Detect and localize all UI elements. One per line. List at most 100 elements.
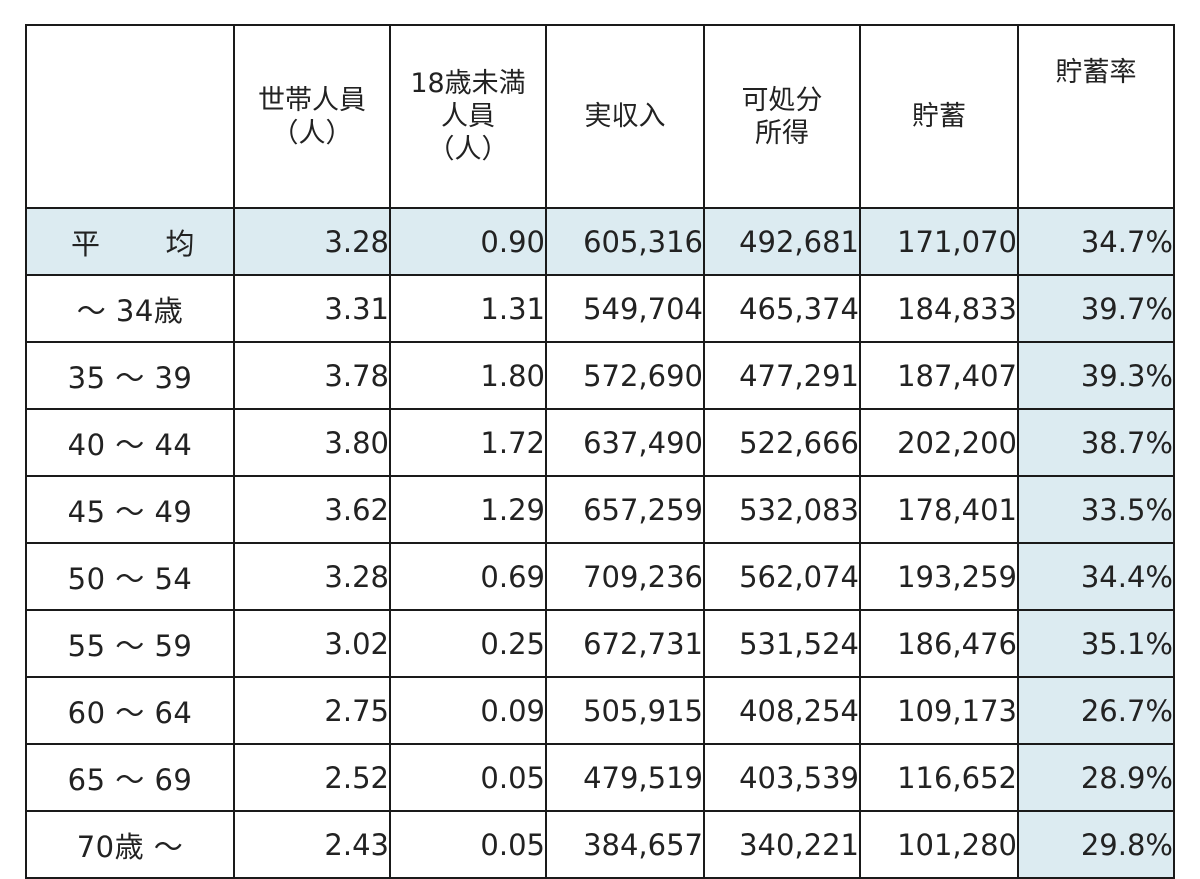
cell-under18: 0.90 xyxy=(389,207,547,276)
header-disposable-income: 可処分 所得 xyxy=(703,24,861,209)
cell-under18: 1.31 xyxy=(389,274,547,343)
cell-actual-income: 709,236 xyxy=(545,542,705,611)
row-label: ～ 34歳 xyxy=(25,274,235,343)
cell-savings: 193,259 xyxy=(859,542,1019,611)
cell-under18: 0.05 xyxy=(389,743,547,812)
cell-actual-income: 637,490 xyxy=(545,408,705,477)
cell-disposable-income: 492,681 xyxy=(703,207,861,276)
cell-actual-income: 384,657 xyxy=(545,810,705,879)
cell-savings-rate: 38.7% xyxy=(1017,408,1175,477)
cell-disposable-income: 477,291 xyxy=(703,341,861,410)
cell-disposable-income: 340,221 xyxy=(703,810,861,879)
header-line: 世帯人員 xyxy=(258,84,366,116)
header-line: 実収入 xyxy=(584,101,666,132)
cell-savings-rate: 33.5% xyxy=(1017,475,1175,544)
cell-disposable-income: 562,074 xyxy=(703,542,861,611)
row-label: 70歳 ～ xyxy=(25,810,235,879)
header-savings-rate: 貯蓄率 xyxy=(1017,24,1175,209)
cell-household-members: 3.28 xyxy=(233,207,391,276)
cell-actual-income: 549,704 xyxy=(545,274,705,343)
household-savings-table: 世帯人員 （人） 18歳未満 人員 （人） 実収入 可処分 所得 貯蓄 貯蓄率 xyxy=(25,24,1175,879)
cell-household-members: 3.62 xyxy=(233,475,391,544)
cell-under18: 0.25 xyxy=(389,609,547,678)
cell-savings-rate: 26.7% xyxy=(1017,676,1175,745)
cell-household-members: 3.28 xyxy=(233,542,391,611)
header-actual-income: 実収入 xyxy=(545,24,705,209)
cell-disposable-income: 532,083 xyxy=(703,475,861,544)
cell-savings-rate: 29.8% xyxy=(1017,810,1175,879)
cell-disposable-income: 465,374 xyxy=(703,274,861,343)
header-line: （人） xyxy=(271,117,353,149)
cell-savings: 116,652 xyxy=(859,743,1019,812)
table-row: 70歳 ～ 2.43 0.05 384,657 340,221 101,280 … xyxy=(25,810,1175,879)
header-line: 貯蓄 xyxy=(912,101,966,132)
cell-savings: 202,200 xyxy=(859,408,1019,477)
header-line: 18歳未満 xyxy=(410,68,526,99)
header-line: 可処分 xyxy=(741,84,823,116)
cell-savings: 109,173 xyxy=(859,676,1019,745)
cell-under18: 0.69 xyxy=(389,542,547,611)
cell-under18: 1.72 xyxy=(389,408,547,477)
cell-savings: 184,833 xyxy=(859,274,1019,343)
table-row: 35 ～ 39 3.78 1.80 572,690 477,291 187,40… xyxy=(25,341,1175,410)
table-row-average: 平 均 3.28 0.90 605,316 492,681 171,070 34… xyxy=(25,207,1175,276)
cell-under18: 0.05 xyxy=(389,810,547,879)
cell-household-members: 2.43 xyxy=(233,810,391,879)
cell-savings-rate: 39.7% xyxy=(1017,274,1175,343)
cell-under18: 1.80 xyxy=(389,341,547,410)
row-label: 35 ～ 39 xyxy=(25,341,235,410)
header-savings: 貯蓄 xyxy=(859,24,1019,209)
cell-actual-income: 505,915 xyxy=(545,676,705,745)
table-row: 40 ～ 44 3.80 1.72 637,490 522,666 202,20… xyxy=(25,408,1175,477)
row-label: 65 ～ 69 xyxy=(25,743,235,812)
header-line: 人員 xyxy=(441,101,495,132)
cell-actual-income: 479,519 xyxy=(545,743,705,812)
table-row: 50 ～ 54 3.28 0.69 709,236 562,074 193,25… xyxy=(25,542,1175,611)
cell-savings-rate: 34.7% xyxy=(1017,207,1175,276)
cell-disposable-income: 408,254 xyxy=(703,676,861,745)
cell-savings: 171,070 xyxy=(859,207,1019,276)
cell-savings: 101,280 xyxy=(859,810,1019,879)
cell-actual-income: 657,259 xyxy=(545,475,705,544)
cell-savings: 186,476 xyxy=(859,609,1019,678)
cell-savings-rate: 28.9% xyxy=(1017,743,1175,812)
cell-savings: 187,407 xyxy=(859,341,1019,410)
cell-savings: 178,401 xyxy=(859,475,1019,544)
table-row: 60 ～ 64 2.75 0.09 505,915 408,254 109,17… xyxy=(25,676,1175,745)
cell-under18: 1.29 xyxy=(389,475,547,544)
header-line: 所得 xyxy=(755,117,809,149)
row-label: 45 ～ 49 xyxy=(25,475,235,544)
header-line: （人） xyxy=(427,134,509,165)
header-under18: 18歳未満 人員 （人） xyxy=(389,24,547,209)
cell-savings-rate: 35.1% xyxy=(1017,609,1175,678)
table-row: 55 ～ 59 3.02 0.25 672,731 531,524 186,47… xyxy=(25,609,1175,678)
row-label: 40 ～ 44 xyxy=(25,408,235,477)
cell-household-members: 2.52 xyxy=(233,743,391,812)
cell-savings-rate: 39.3% xyxy=(1017,341,1175,410)
cell-under18: 0.09 xyxy=(389,676,547,745)
table-row: ～ 34歳 3.31 1.31 549,704 465,374 184,833 … xyxy=(25,274,1175,343)
corner-cell xyxy=(25,24,235,209)
cell-disposable-income: 531,524 xyxy=(703,609,861,678)
header-row: 世帯人員 （人） 18歳未満 人員 （人） 実収入 可処分 所得 貯蓄 貯蓄率 xyxy=(25,24,1175,209)
header-household-members: 世帯人員 （人） xyxy=(233,24,391,209)
header-line: 貯蓄率 xyxy=(1055,57,1137,88)
cell-household-members: 3.80 xyxy=(233,408,391,477)
cell-actual-income: 672,731 xyxy=(545,609,705,678)
row-label-part: 平 xyxy=(71,226,101,261)
row-label-part: 均 xyxy=(165,226,195,261)
cell-actual-income: 605,316 xyxy=(545,207,705,276)
cell-disposable-income: 403,539 xyxy=(703,743,861,812)
table-row: 45 ～ 49 3.62 1.29 657,259 532,083 178,40… xyxy=(25,475,1175,544)
cell-savings-rate: 34.4% xyxy=(1017,542,1175,611)
table-row: 65 ～ 69 2.52 0.05 479,519 403,539 116,65… xyxy=(25,743,1175,812)
row-label: 55 ～ 59 xyxy=(25,609,235,678)
cell-household-members: 3.31 xyxy=(233,274,391,343)
cell-household-members: 3.78 xyxy=(233,341,391,410)
row-label: 60 ～ 64 xyxy=(25,676,235,745)
row-label: 平 均 xyxy=(25,207,235,276)
cell-disposable-income: 522,666 xyxy=(703,408,861,477)
cell-household-members: 3.02 xyxy=(233,609,391,678)
cell-household-members: 2.75 xyxy=(233,676,391,745)
cell-actual-income: 572,690 xyxy=(545,341,705,410)
